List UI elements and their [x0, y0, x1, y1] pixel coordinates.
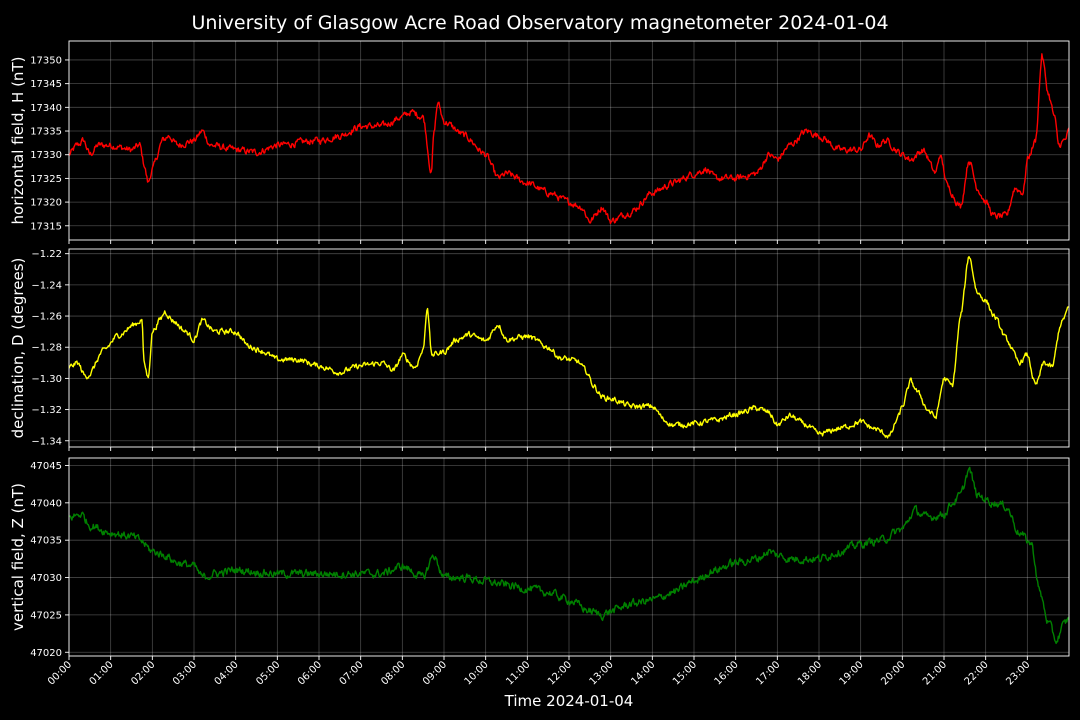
y-tick-label: 47040: [30, 498, 62, 509]
y-tick-label: 47035: [30, 536, 62, 547]
y-tick-label: −1.34: [31, 436, 62, 447]
y-tick-label: −1.24: [31, 280, 62, 291]
y-tick-label: −1.30: [31, 374, 62, 385]
y-tick-label: 17340: [30, 103, 62, 114]
series-line-d: [69, 256, 1069, 439]
panel-frame: [68, 248, 1070, 448]
y-axis-label-z: vertical field, Z (nT): [9, 483, 27, 631]
y-axis-label-d: declination, D (degrees): [9, 258, 27, 439]
y-tick-label: 17335: [30, 127, 62, 138]
x-axis-label: Time 2024-01-04: [504, 692, 634, 710]
panel-h: 17315 17320 17325 17330 17335 17340 17345 17350…: [9, 40, 1070, 244]
y-tick-label: −1.32: [31, 405, 62, 416]
series-line-z: [69, 466, 1069, 645]
y-tick-label: 17325: [30, 174, 62, 185]
panel-frame: [68, 40, 1070, 241]
y-tick-label: 47020: [30, 648, 62, 659]
y-tick-label: 17320: [30, 198, 62, 209]
y-tick-label: 47045: [30, 461, 62, 472]
panel-d: −1.34 −1.32 −1.30 −1.28 −1.26 −1.24 −1.22 decli…: [9, 248, 1070, 451]
y-tick-label: 17350: [30, 55, 62, 66]
y-tick-label: 47030: [30, 573, 62, 584]
y-tick-label: 17330: [30, 150, 62, 161]
y-tick-label: −1.26: [31, 312, 62, 323]
panel-frame: [68, 457, 1070, 657]
y-tick-label: 17315: [30, 221, 62, 232]
y-tick-label: 47025: [30, 610, 62, 621]
series-line-h: [69, 53, 1069, 225]
y-tick-label: −1.22: [31, 249, 62, 260]
chart-title: University of Glasgow Acre Road Observat…: [191, 12, 888, 34]
y-tick-label: −1.28: [31, 343, 62, 354]
y-axis-label-h: horizontal field, H (nT): [9, 57, 27, 225]
y-tick-label: 17345: [30, 79, 62, 90]
